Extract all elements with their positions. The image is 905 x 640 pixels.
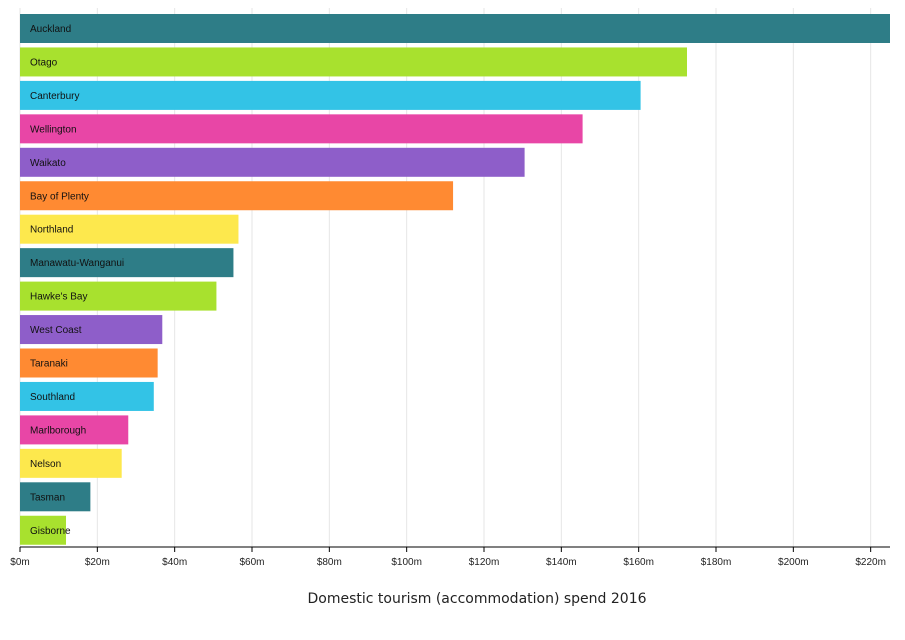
bar[interactable]: [20, 14, 890, 43]
x-tick-label: $20m: [85, 557, 110, 568]
x-tick-label: $180m: [701, 557, 732, 568]
bar-label: Marlborough: [30, 425, 86, 436]
bar-label: Southland: [30, 392, 75, 403]
bar-label: Otago: [30, 57, 58, 68]
bar[interactable]: [20, 248, 234, 278]
bar-label: Northland: [30, 225, 73, 236]
bar[interactable]: [20, 381, 154, 411]
bar[interactable]: [20, 448, 122, 478]
bar[interactable]: [20, 415, 129, 445]
bar[interactable]: [20, 482, 91, 512]
x-tick-label: $140m: [546, 557, 577, 568]
bar[interactable]: [20, 114, 583, 144]
bar-label: Hawke's Bay: [30, 292, 88, 303]
x-axis: $0m $20m $40m $60m $80m $100m $120m $140m $160m $…: [10, 546, 890, 568]
bar[interactable]: [20, 515, 67, 545]
bar[interactable]: [20, 281, 217, 311]
x-tick-label: $200m: [778, 557, 809, 568]
bar-label: Canterbury: [30, 91, 79, 102]
bar[interactable]: [20, 181, 454, 211]
bar-label: Nelson: [30, 459, 61, 470]
bar[interactable]: [20, 147, 525, 177]
x-tick-label: $60m: [239, 557, 264, 568]
bar-label: Taranaki: [30, 359, 68, 370]
bar[interactable]: [20, 80, 641, 110]
bar-label: Manawatu-Wanganui: [30, 258, 124, 269]
bar[interactable]: [20, 348, 158, 378]
x-tick-label: $80m: [317, 557, 342, 568]
x-tick-label: $120m: [469, 557, 500, 568]
bar[interactable]: [20, 214, 239, 244]
bar[interactable]: [20, 47, 687, 77]
x-axis-title: Domestic tourism (accommodation) spend 2…: [307, 591, 646, 607]
bar-label: Auckland: [30, 24, 71, 35]
x-tick-label: $40m: [162, 557, 187, 568]
x-tick-label: $0m: [10, 557, 29, 568]
x-tick-label: $160m: [623, 557, 654, 568]
bar-label: Waikato: [30, 158, 66, 169]
x-tick-label: $220m: [855, 557, 886, 568]
bar-label: Wellington: [30, 124, 77, 135]
bar-label: Bay of Plenty: [30, 191, 89, 202]
x-tick-label: $100m: [391, 557, 422, 568]
bars: [20, 14, 890, 545]
bar[interactable]: [20, 315, 163, 345]
bar-label: Gisborne: [30, 526, 71, 537]
bar-label: West Coast: [30, 325, 82, 336]
bar-labels: Auckland Otago Canterbury Wellington Waikato…: [30, 24, 124, 537]
bar-label: Tasman: [30, 492, 65, 503]
